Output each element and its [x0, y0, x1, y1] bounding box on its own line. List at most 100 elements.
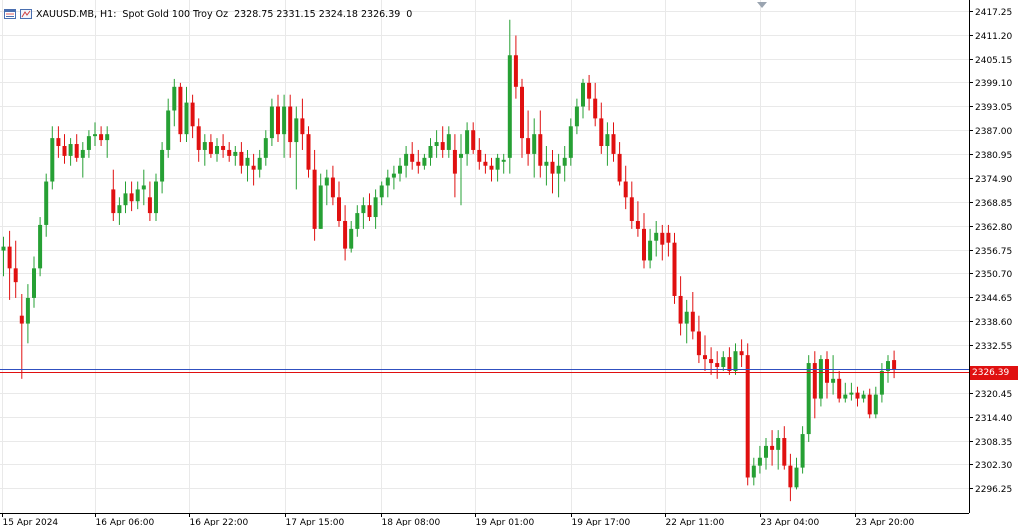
candle-body	[739, 351, 744, 356]
candle-body	[68, 144, 73, 156]
volume-value: 0	[406, 8, 413, 20]
y-tick-label: 2356.75	[975, 247, 1012, 257]
candle	[141, 169, 146, 206]
candle-body	[812, 363, 817, 399]
candle-body	[398, 165, 402, 174]
candle-body	[831, 378, 836, 383]
candle-body	[99, 134, 104, 141]
y-tick-label: 2393.05	[975, 103, 1012, 113]
candle	[568, 118, 573, 166]
candle-body	[379, 185, 384, 198]
candle-body	[520, 86, 524, 139]
candle	[373, 189, 378, 229]
indicator-icon	[20, 9, 32, 19]
candle	[215, 138, 219, 162]
candle-body	[269, 106, 274, 139]
candle-body	[422, 157, 427, 166]
candle	[330, 165, 335, 206]
candle-body	[80, 149, 85, 158]
candle	[886, 355, 890, 383]
candle-body	[288, 106, 293, 143]
candle	[68, 138, 73, 166]
candle	[806, 355, 811, 442]
candle-body	[172, 86, 177, 111]
candle-body	[574, 106, 579, 127]
candle	[324, 169, 329, 206]
candle	[605, 122, 610, 166]
candle	[44, 173, 49, 237]
x-tick-label: 16 Apr 22:00	[190, 518, 249, 526]
candle	[825, 351, 829, 399]
candle	[74, 134, 79, 162]
time-axis[interactable]: 15 Apr 2024 16 Apr 06:00 16 Apr 22:00 17 Ap…	[2, 513, 915, 526]
price-axis[interactable]: 2417.25 2411.20 2405.15 2399.10 2393.05 2387.…	[969, 8, 1012, 495]
candle-body	[721, 357, 726, 367]
candle-body	[337, 197, 341, 221]
candle-body	[300, 118, 305, 135]
y-tick-label: 2338.60	[975, 318, 1012, 328]
candle-body	[355, 213, 360, 229]
candle	[843, 382, 848, 403]
candle-body	[501, 159, 506, 162]
candle-body	[587, 82, 592, 99]
candle	[715, 351, 720, 379]
candle-body	[892, 360, 897, 370]
candle-body	[245, 157, 250, 166]
candle	[471, 122, 476, 154]
candle-body	[38, 224, 43, 269]
candle	[239, 142, 244, 174]
candle-body	[581, 82, 585, 107]
candle-body	[727, 357, 732, 371]
candle-body	[56, 138, 61, 147]
candle	[227, 142, 232, 162]
candle	[892, 350, 897, 379]
candle	[611, 122, 616, 162]
candle-body	[410, 153, 415, 162]
candle-body	[855, 392, 860, 399]
candle	[355, 205, 360, 237]
candle	[672, 232, 677, 304]
candle	[666, 224, 671, 257]
candle-body	[642, 228, 646, 261]
y-tick-label: 2302.30	[975, 461, 1012, 471]
candle	[629, 181, 634, 229]
candle-body	[843, 394, 848, 399]
candle	[7, 230, 12, 300]
candle	[160, 142, 165, 194]
candle	[123, 181, 128, 214]
candle-body	[446, 134, 451, 150]
x-tick-label: 16 Apr 06:00	[96, 518, 155, 526]
candle	[593, 82, 598, 127]
candle-body	[434, 142, 439, 147]
candle-body	[123, 193, 128, 206]
candle-body	[44, 181, 49, 225]
candle	[50, 126, 55, 190]
candle	[318, 173, 323, 229]
candle	[782, 426, 787, 470]
candle-body	[617, 153, 622, 182]
y-tick-label: 2314.40	[975, 414, 1012, 424]
candle	[617, 142, 622, 186]
candle	[38, 217, 43, 277]
candle	[501, 153, 506, 174]
candle-body	[703, 355, 707, 360]
candle	[361, 197, 366, 229]
candle	[312, 149, 317, 241]
candle-body	[208, 142, 213, 154]
y-tick-label: 2350.70	[975, 270, 1012, 280]
candle	[19, 293, 24, 379]
candle-body	[623, 181, 628, 198]
candle-body	[129, 193, 134, 202]
x-tick-label: 22 Apr 11:00	[666, 518, 725, 526]
candle	[62, 134, 67, 164]
candle	[507, 19, 512, 174]
candle	[13, 240, 18, 298]
candle-body	[459, 153, 463, 158]
candle	[709, 347, 714, 375]
candle-body	[233, 151, 238, 156]
candle-body	[74, 144, 79, 158]
candle-body	[745, 355, 750, 478]
candle-body	[861, 394, 866, 399]
chart-shift-marker-icon[interactable]	[757, 2, 767, 8]
